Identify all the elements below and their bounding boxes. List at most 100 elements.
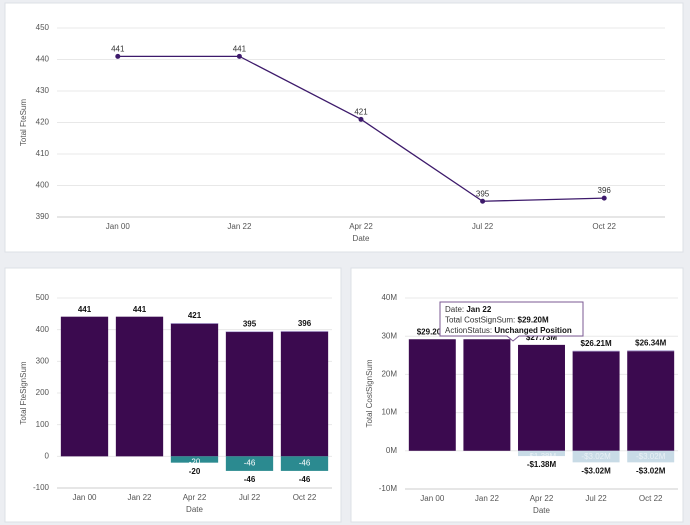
data-label: 441: [233, 44, 247, 53]
segment-label: -46: [299, 459, 311, 468]
y-tick-label: -100: [33, 483, 50, 492]
y-tick-label: 10M: [381, 408, 397, 417]
panel: [4, 2, 684, 253]
y-tick-label: 200: [36, 388, 50, 397]
x-axis-label: Date: [353, 234, 370, 243]
bar-segment: [627, 351, 675, 451]
tooltip-value: $29.20M: [518, 316, 549, 325]
y-tick-label: 0M: [386, 446, 397, 455]
x-tick-label: Jan 00: [106, 222, 131, 231]
x-tick-label: Jan 22: [227, 222, 252, 231]
total-label: 441: [78, 305, 92, 314]
x-axis-label: Date: [186, 505, 203, 514]
segment-label: 441: [78, 457, 92, 466]
y-tick-label: 400: [36, 181, 50, 190]
bar-segment: [280, 331, 329, 457]
y-tick-label: 0: [45, 451, 50, 460]
data-label: 395: [476, 189, 490, 198]
total-label: $29.20M: [417, 327, 448, 336]
point: [358, 116, 364, 122]
x-tick-label: Oct 22: [293, 493, 317, 502]
total-label: -$3.02M: [581, 466, 611, 475]
x-tick-label: Oct 22: [592, 222, 616, 231]
segment-label: -46: [244, 459, 256, 468]
x-tick-label: Jan 22: [475, 494, 500, 503]
y-tick-label: 420: [36, 118, 50, 127]
segment-label: $29.20M: [417, 452, 448, 461]
point: [115, 53, 121, 59]
y-tick-label: 20M: [381, 370, 397, 379]
total-label: $26.21M: [581, 339, 612, 348]
bar-segment: [572, 450, 620, 463]
y-axis-label: Total CostSignSum: [365, 359, 374, 427]
data-label: 421: [354, 107, 368, 116]
total-label: 395: [243, 319, 257, 328]
segment-label: -20: [189, 457, 201, 466]
total-label: -$1.38M: [527, 460, 557, 469]
total-label: $26.34M: [635, 338, 666, 347]
bar-segment: [463, 339, 511, 451]
y-tick-label: 450: [36, 23, 50, 32]
y-tick-label: 430: [36, 86, 50, 95]
total-label: -46: [244, 475, 256, 484]
y-tick-label: 100: [36, 420, 50, 429]
tooltip-value: Unchanged Position: [494, 326, 571, 335]
total-label: 421: [188, 311, 202, 320]
bar-segment: [225, 456, 274, 471]
tooltip-row: ActionStatus: Unchanged Position: [445, 326, 572, 335]
tooltip: Date: Jan 22 Total CostSignSum: $29.20MAc…: [439, 301, 584, 342]
x-tick-label: Jul 22: [239, 493, 261, 502]
segment-label: 441: [133, 457, 147, 466]
y-tick-label: 500: [36, 293, 50, 302]
tooltip-value: Jan 22: [466, 305, 491, 314]
y-tick-label: 40M: [381, 293, 397, 302]
bar-segment: [170, 323, 219, 457]
y-tick-label: 400: [36, 325, 50, 334]
total-label: $27.73M: [526, 333, 557, 342]
bar-segment: [572, 351, 620, 451]
segment-label: -$3.02M: [581, 452, 611, 461]
point: [601, 195, 607, 201]
x-tick-label: Jul 22: [585, 494, 607, 503]
bar-segment: [627, 450, 675, 463]
tooltip-row: Date: Jan 22: [445, 305, 492, 314]
bar-segment: [280, 456, 329, 471]
y-tick-label: -10M: [379, 484, 398, 493]
tooltip-row: Total CostSignSum: $29.20M: [445, 316, 549, 325]
x-tick-label: Apr 22: [530, 494, 554, 503]
bar-segment: [115, 316, 164, 457]
x-tick-label: Jan 00: [420, 494, 445, 503]
x-tick-label: Jan 22: [127, 493, 152, 502]
segment-label: $27.73M: [526, 452, 557, 461]
y-axis-label: Total FteSignSum: [19, 361, 28, 424]
data-label: 396: [598, 186, 612, 195]
total-label: -20: [189, 467, 201, 476]
y-tick-label: 410: [36, 149, 50, 158]
tooltip-box: [439, 301, 584, 342]
point: [480, 198, 486, 204]
y-tick-label: 300: [36, 356, 50, 365]
tooltip-label: Total CostSignSum:: [445, 316, 515, 325]
tooltip-label: Date:: [445, 305, 464, 314]
total-label: -46: [299, 475, 311, 484]
y-tick-label: 30M: [381, 331, 397, 340]
total-label: 441: [133, 305, 147, 314]
x-tick-label: Oct 22: [639, 494, 663, 503]
x-tick-label: Jul 22: [472, 222, 494, 231]
y-tick-label: 440: [36, 55, 50, 64]
y-tick-label: 390: [36, 212, 50, 221]
x-tick-label: Apr 22: [349, 222, 373, 231]
bar-segment: [408, 339, 456, 451]
bar-segment: [518, 344, 565, 451]
segment-label: $29.20M: [471, 452, 502, 461]
bar-segment: [280, 330, 329, 332]
bar-segment: [225, 331, 274, 457]
bar-segment: [518, 450, 565, 457]
x-axis-label: Date: [533, 506, 550, 515]
bar-segment: [170, 456, 219, 463]
bar-segment: [572, 350, 620, 352]
segment-label: -$3.02M: [636, 452, 666, 461]
bar-segment: [170, 323, 219, 324]
y-axis-label: Total FteSum: [19, 99, 28, 146]
